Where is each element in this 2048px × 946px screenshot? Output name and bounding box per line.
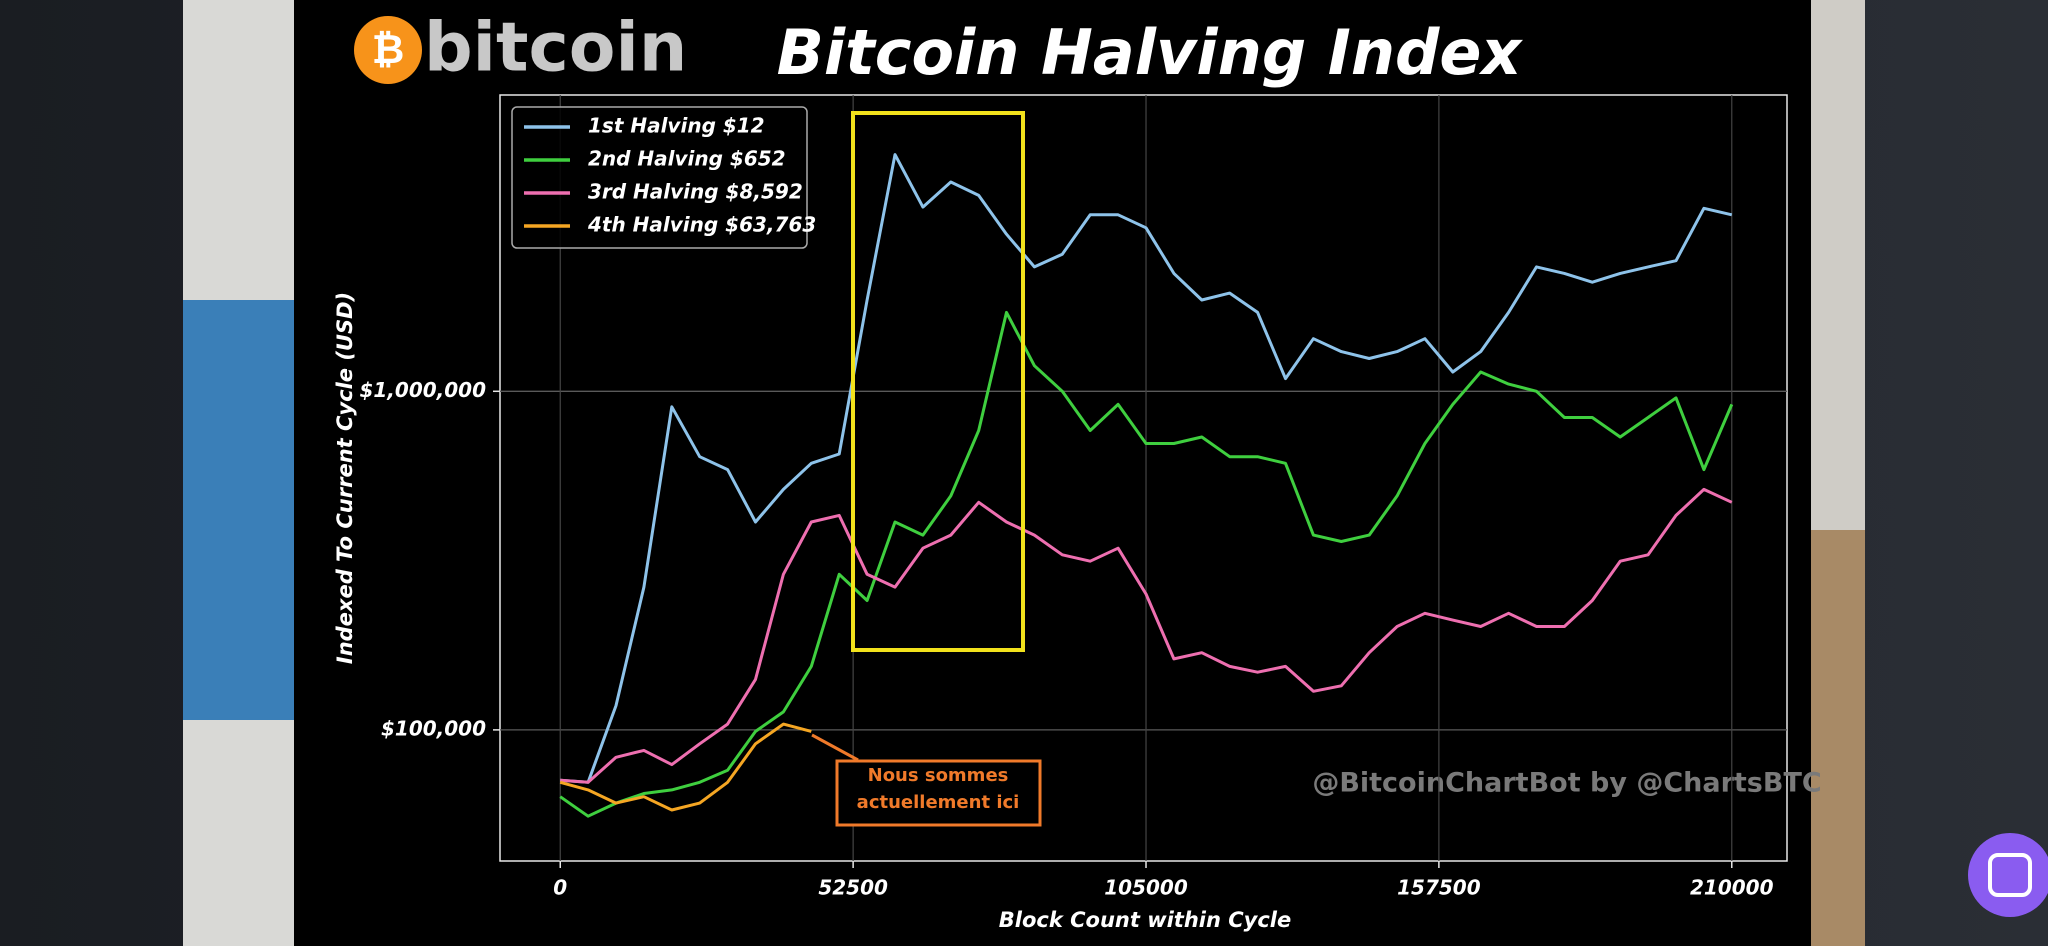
app-badge-icon [1988, 853, 2032, 897]
bitcoin-logo [354, 16, 422, 84]
x-axis-label: Block Count within Cycle [999, 908, 1291, 932]
app-badge [1968, 833, 2048, 917]
plot-frame [499, 94, 1788, 862]
legend [511, 106, 808, 249]
series-line [559, 310, 1734, 818]
legend-label: 4th Halving $63,763 [587, 213, 816, 237]
logo-text: bitcoin [424, 9, 687, 88]
legend-label: 3rd Halving $8,592 [588, 180, 803, 204]
x-tick-label: 105000 [1104, 876, 1188, 900]
highlight-box [851, 111, 1025, 652]
monitor [183, 300, 294, 720]
x-tick-label: 52500 [818, 876, 888, 900]
annotation-box [835, 759, 1042, 827]
legend-entries: 1st Halving $12 2nd Halving $652 3rd Halvi… [524, 114, 816, 237]
legend-label: 2nd Halving $652 [588, 147, 786, 171]
y-tick-label: $1,000,000 [359, 378, 486, 402]
x-tick-label: 0 [553, 876, 567, 900]
annotation-arrow [811, 733, 859, 762]
watermark: @BitcoinChartBot by @ChartsBTC [1312, 768, 1821, 799]
x-tick-label: 210000 [1690, 876, 1774, 900]
series-line [560, 153, 1733, 784]
annotation-text: actuellement ici [857, 792, 1020, 813]
photo-right-chair [1811, 530, 1865, 946]
x-tick-label: 157500 [1397, 876, 1481, 900]
y-axis-label: Indexed To Current Cycle (USD) [333, 292, 357, 664]
lines [559, 153, 1734, 818]
legend-label: 1st Halving $12 [588, 114, 765, 138]
bitcoin-logo-symbol: ₿ [372, 27, 405, 73]
series-line [560, 487, 1733, 784]
chart-title: Bitcoin Halving Index [777, 16, 1524, 89]
y-tick-label: $100,000 [381, 716, 486, 740]
series-line [559, 722, 812, 812]
annotation-text: Nous sommes [868, 765, 1009, 786]
